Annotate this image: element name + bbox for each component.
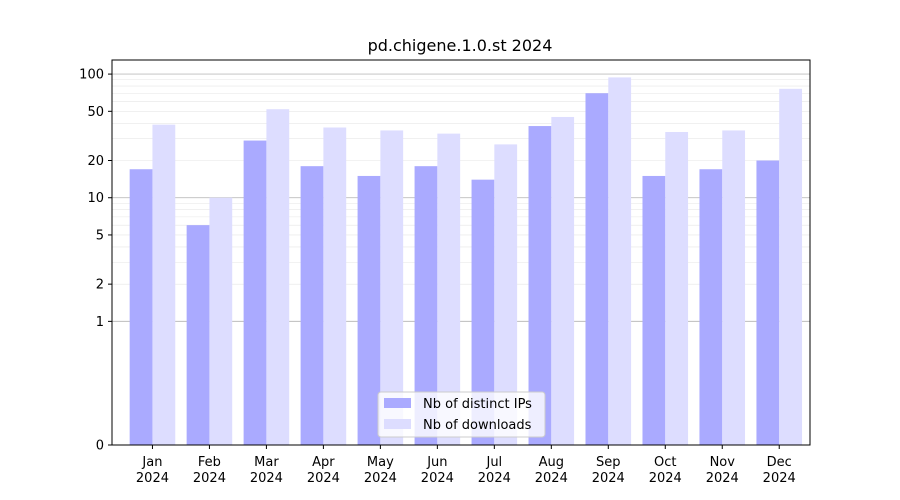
bar-downloads-apr (323, 127, 347, 446)
y-tick-label: 100 (79, 68, 104, 83)
bar-distinct-ips-apr (300, 166, 324, 445)
x-tick-label: May (367, 455, 394, 470)
legend-swatch-downloads (384, 419, 411, 429)
x-tick-sublabel: 2024 (535, 471, 568, 486)
y-tick-label: 0 (96, 439, 104, 454)
bar-downloads-jul (494, 144, 518, 445)
x-tick-sublabel: 2024 (478, 471, 511, 486)
x-tick-sublabel: 2024 (763, 471, 796, 486)
bar-distinct-ips-mar (243, 140, 267, 445)
bar-distinct-ips-jun (414, 166, 438, 445)
y-tick-label: 1 (96, 315, 104, 330)
x-tick-sublabel: 2024 (706, 471, 739, 486)
x-tick-sublabel: 2024 (136, 471, 169, 486)
bar-downloads-jan (152, 124, 176, 445)
bar-distinct-ips-dec (756, 160, 780, 445)
x-tick-label: Jul (485, 455, 502, 470)
bar-distinct-ips-aug (528, 126, 552, 445)
x-tick-label: Sep (596, 455, 621, 470)
legend: Nb of distinct IPs Nb of downloads (377, 391, 546, 438)
bar-downloads-aug (551, 116, 575, 445)
legend-label-downloads: Nb of downloads (423, 418, 532, 433)
bar-distinct-ips-nov (699, 169, 723, 445)
bar-downloads-mar (266, 109, 290, 445)
bar-downloads-may (380, 130, 404, 445)
x-tick-sublabel: 2024 (421, 471, 454, 486)
legend-frame (377, 391, 546, 438)
y-tick-label: 2 (96, 278, 104, 293)
x-tick-label: Jan (141, 455, 162, 470)
bar-distinct-ips-oct (642, 175, 666, 445)
x-tick-label: Aug (539, 455, 564, 470)
legend-label-distinct-ips: Nb of distinct IPs (423, 397, 532, 412)
bars (129, 77, 803, 446)
bar-distinct-ips-sep (585, 93, 609, 445)
bar-downloads-oct (665, 132, 689, 446)
x-tick-sublabel: 2024 (364, 471, 397, 486)
bar-distinct-ips-feb (186, 225, 210, 445)
x-axis: Jan2024Feb2024Mar2024Apr2024May2024Jun20… (136, 445, 796, 486)
bar-distinct-ips-jan (129, 169, 153, 445)
x-tick-label: Oct (654, 455, 676, 470)
plot-frame (111, 59, 811, 446)
bar-downloads-dec (779, 88, 803, 445)
x-tick-sublabel: 2024 (193, 471, 226, 486)
x-tick-label: Mar (254, 455, 279, 470)
y-tick-label: 5 (96, 228, 104, 243)
x-tick-sublabel: 2024 (250, 471, 283, 486)
legend-swatch-distinct-ips (384, 398, 411, 408)
bar-distinct-ips-may (357, 175, 381, 445)
y-tick-label: 50 (87, 105, 104, 120)
y-tick-label: 20 (87, 154, 104, 169)
bar-downloads-nov (722, 130, 746, 445)
x-tick-label: Nov (710, 455, 736, 470)
bar-downloads-sep (608, 77, 632, 445)
chart-title: pd.chigene.1.0.st 2024 (368, 36, 553, 55)
x-tick-sublabel: 2024 (592, 471, 625, 486)
y-axis: 0 1 2 5 10 20 50 100 (79, 68, 112, 454)
y-tick-label: 10 (87, 191, 104, 206)
bar-downloads-jun (437, 133, 461, 445)
x-tick-label: Feb (198, 455, 221, 470)
x-tick-label: Dec (767, 455, 792, 470)
x-tick-label: Jun (426, 455, 447, 470)
bar-downloads-feb (209, 197, 233, 445)
x-tick-label: Apr (312, 455, 335, 470)
bar-distinct-ips-jul (471, 179, 495, 446)
x-tick-sublabel: 2024 (307, 471, 340, 486)
x-tick-sublabel: 2024 (649, 471, 682, 486)
